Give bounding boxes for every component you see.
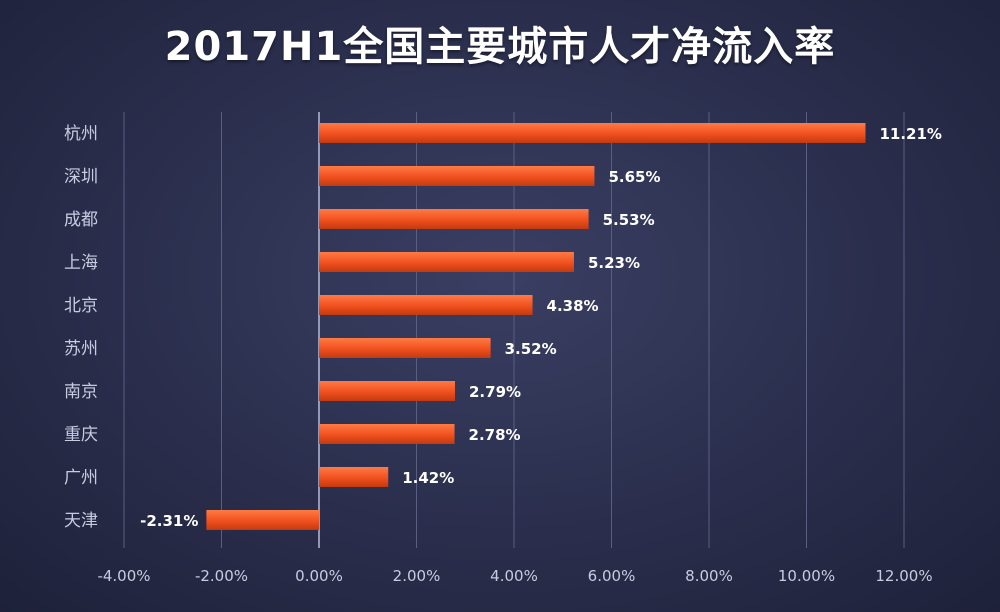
data-label: 4.38% [547,297,599,315]
category-label: 北京 [64,296,98,316]
x-tick-label: 4.00% [490,567,538,585]
chart-title: 2017H1全国主要城市人才净流入率 [164,24,836,70]
bar [319,123,866,143]
bar [319,252,574,272]
bar [319,295,533,315]
category-label: 苏州 [64,339,98,359]
bar [319,209,589,229]
x-tick-label: -2.00% [195,567,248,585]
x-tick-label: 2.00% [393,567,441,585]
data-label: 1.42% [402,469,454,487]
x-tick-label: -4.00% [97,567,150,585]
category-label: 杭州 [64,124,98,144]
bar [319,381,456,401]
category-label: 成都 [64,210,98,230]
x-tick-label: 10.00% [778,567,835,585]
bar [319,424,455,444]
category-label: 重庆 [64,425,98,445]
bar [206,510,319,530]
data-label: 11.21% [879,125,941,143]
category-label: 上海 [64,253,98,273]
data-label: 3.52% [505,340,557,358]
category-label: 南京 [64,382,98,402]
data-label: -2.31% [140,512,198,530]
data-label: 5.53% [603,211,655,229]
category-label: 广州 [64,468,98,488]
data-label: 5.65% [608,168,660,186]
bar [319,467,389,487]
x-tick-label: 6.00% [588,567,636,585]
x-tick-label: 12.00% [875,567,932,585]
category-label: 深圳 [64,167,98,187]
data-label: 2.79% [469,383,521,401]
data-label: 2.78% [469,426,521,444]
data-label: 5.23% [588,254,640,272]
bar [319,166,595,186]
category-label: 天津 [64,511,98,531]
x-tick-label: 8.00% [685,567,733,585]
x-tick-label: 0.00% [295,567,343,585]
bar [319,338,491,358]
